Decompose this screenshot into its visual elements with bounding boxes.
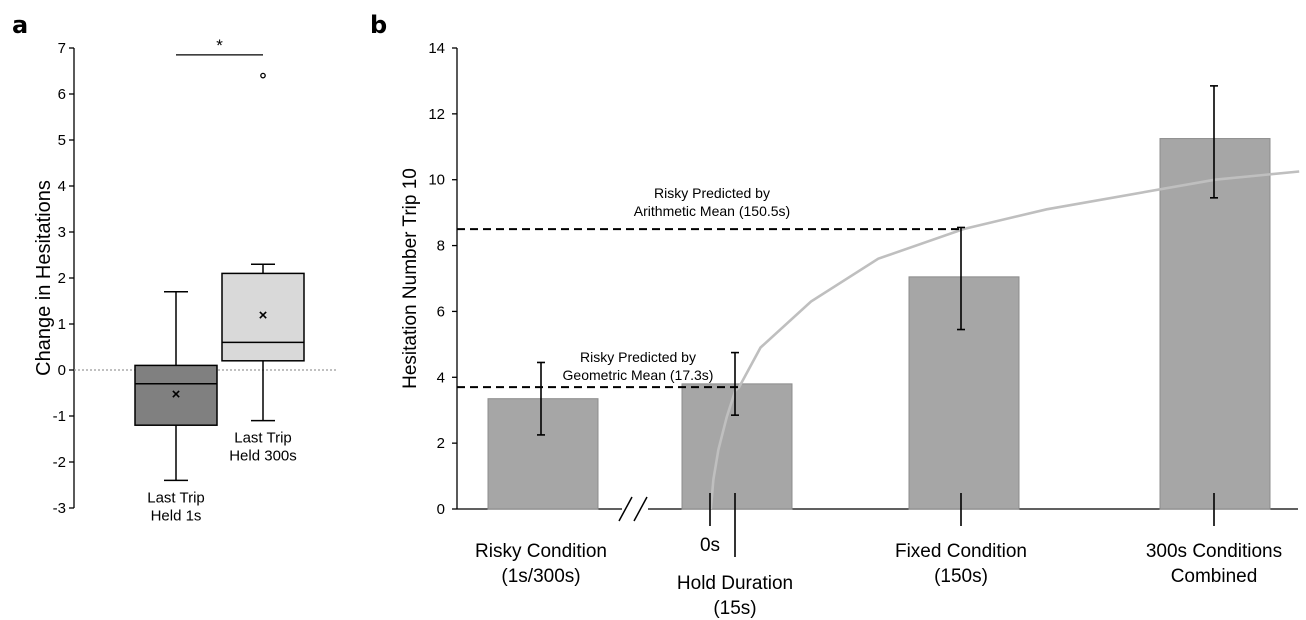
y-axis-label: Change in Hesitations [33, 180, 55, 376]
x-category-label: 300s Conditions [1146, 541, 1282, 562]
outlier-point [260, 72, 266, 79]
y-tick-label: 1 [58, 316, 66, 333]
mean-marker: × [172, 386, 181, 403]
y-tick-label: 0 [437, 501, 445, 518]
reference-line-label: Arithmetic Mean (150.5s) [634, 203, 790, 219]
y-tick-label: 5 [58, 132, 66, 149]
reference-line-label: Risky Predicted by [580, 349, 696, 365]
panel-a-boxplot: -3 -2 -1 0 1 2 3 4 5 6 7 Change in Hesitations × Last… [33, 36, 338, 524]
y-tick-label: 0 [58, 362, 66, 379]
y-tick-label: 10 [428, 172, 445, 189]
y-tick-label: 2 [58, 270, 66, 287]
panel-b-barchart: 0 2 4 6 8 10 12 14 Hesitation Number Trip 10 Risk… [400, 40, 1300, 619]
y-tick-label: -1 [53, 408, 66, 425]
mean-marker: × [259, 307, 268, 324]
panel-b-letter: b [370, 11, 387, 39]
reference-line-label: Geometric Mean (17.3s) [563, 367, 714, 383]
axis-break-mark [618, 496, 633, 522]
box-category-label: Held 1s [151, 507, 202, 524]
x-category-label: Hold Duration [677, 573, 793, 594]
bar [908, 276, 1020, 510]
y-tick-label: -2 [53, 454, 66, 471]
y-tick-label: 8 [437, 238, 445, 255]
box-category-label: Last Trip [234, 430, 292, 447]
panel-a-letter: a [12, 11, 28, 39]
y-tick-label: 4 [58, 178, 66, 195]
y-tick-label: 12 [428, 106, 445, 123]
y-tick-label: 6 [58, 86, 66, 103]
axis-break-mark [633, 496, 648, 522]
y-tick-label: 4 [437, 369, 445, 386]
significance-star: * [216, 36, 223, 55]
fitted-curve [709, 170, 1300, 510]
reference-line-label: Risky Predicted by [654, 185, 770, 201]
y-tick-label: 14 [428, 40, 445, 57]
y-tick-label: 7 [58, 40, 66, 57]
y-tick-label: 2 [437, 435, 445, 452]
x-category-label: (1s/300s) [501, 566, 580, 587]
y-axis-label: Hesitation Number Trip 10 [400, 168, 421, 389]
bar [487, 398, 599, 510]
x-category-label: Combined [1171, 566, 1258, 587]
y-tick-label: -3 [53, 500, 66, 517]
bar [1159, 138, 1271, 510]
x-category-label: Risky Condition [475, 541, 607, 562]
box-category-label: Last Trip [147, 489, 205, 506]
box-category-label: Held 300s [229, 448, 297, 465]
box-iqr [221, 272, 305, 362]
bar [681, 383, 793, 510]
y-tick-label: 3 [58, 224, 66, 241]
x-category-label: 0s [700, 535, 720, 556]
y-tick-label: 6 [437, 303, 445, 320]
x-category-label: (15s) [713, 598, 756, 619]
x-category-label: (150s) [934, 566, 988, 587]
box-iqr [134, 364, 218, 426]
x-category-label: Fixed Condition [895, 541, 1027, 562]
